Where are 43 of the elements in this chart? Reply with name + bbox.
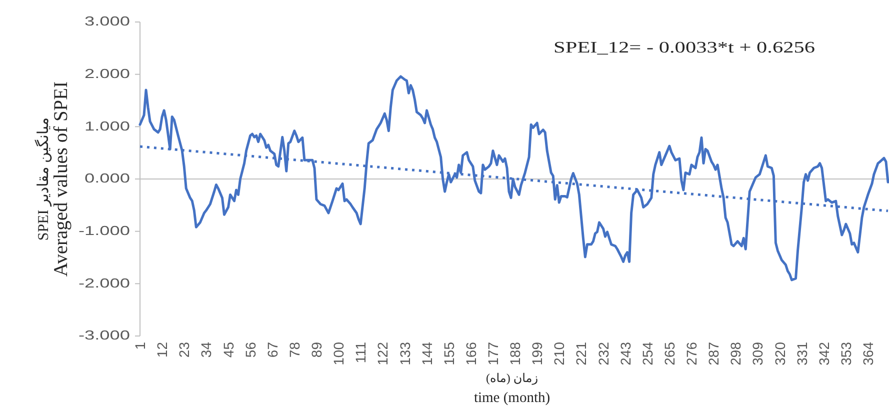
y-tick-label: 1.000	[84, 120, 130, 134]
x-tick-label: 67	[264, 342, 280, 358]
line-series	[138, 75, 889, 282]
x-tick-label: 331	[794, 342, 810, 366]
x-tick-label: 12	[154, 342, 170, 358]
x-tick-label: 298	[728, 342, 744, 366]
y-tick-label: -1.000	[78, 224, 130, 238]
x-tick-label: 111	[352, 342, 369, 364]
y-tick-label: 0.000	[84, 172, 130, 186]
x-tick-label: 122	[374, 342, 391, 366]
x-tick-label: 276	[684, 342, 700, 366]
y-tick-label: 3.000	[84, 15, 130, 29]
x-tick-label: 243	[617, 342, 634, 366]
x-tick-label: 34	[198, 342, 214, 358]
x-tick-label: 199	[529, 342, 546, 366]
x-tick-label: 364	[860, 342, 876, 366]
x-tick-label: 89	[308, 342, 325, 358]
x-tick-label: 221	[573, 342, 590, 366]
x-tick-label: 265	[661, 342, 678, 366]
x-tick-label: 177	[484, 342, 501, 366]
x-tick-label: 353	[838, 342, 854, 366]
x-tick-label: 166	[462, 342, 479, 366]
x-tick-label: 100	[330, 342, 347, 366]
x-tick-label: 254	[639, 342, 656, 366]
x-tick-label: 23	[176, 342, 192, 358]
annotation: SPEI_12= - 0.0033*t + 0.6256	[554, 39, 815, 57]
x-tick-label: 78	[286, 342, 302, 358]
y-tick-label: 2.000	[84, 67, 130, 82]
x-tick-label: 232	[595, 342, 612, 366]
x-tick-label: 342	[816, 342, 832, 366]
x-tick-label: 155	[440, 342, 457, 366]
x-tick-label: 1	[132, 342, 148, 350]
x-tick-label: 45	[220, 342, 236, 358]
x-tick-label: 287	[706, 342, 722, 366]
x-tick-label: 188	[507, 342, 524, 366]
x-tick-label: 210	[551, 342, 568, 366]
x-tick-label: 309	[750, 342, 766, 366]
x-tick-label: 320	[772, 342, 788, 366]
y-tick-label: -3.000	[78, 329, 130, 343]
x-tick-label: 56	[242, 342, 258, 358]
y-tick-label: -2.000	[78, 276, 130, 291]
x-tick-label: 133	[396, 342, 413, 366]
x-tick-label: 144	[418, 342, 435, 366]
